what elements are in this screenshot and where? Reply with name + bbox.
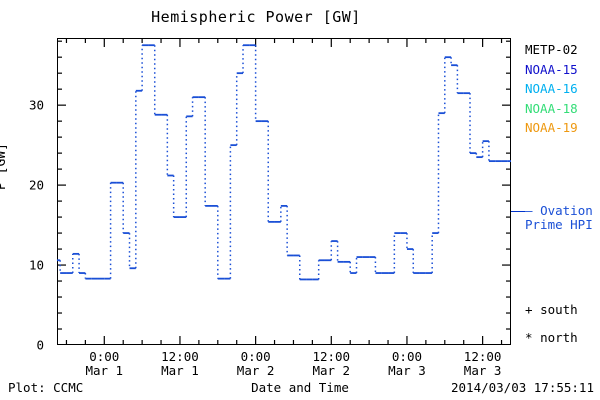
data-trace-ovation-prime-hpi bbox=[57, 44, 511, 281]
legend-marker-south: + south bbox=[525, 296, 600, 324]
ovation-line-sample bbox=[511, 211, 525, 212]
x-tick-time: 0:00 bbox=[240, 349, 271, 364]
x-axis-title: Date and Time bbox=[251, 380, 349, 395]
ovation-label-line1: Ovation bbox=[540, 203, 593, 218]
x-tick-time: 12:00 bbox=[463, 349, 502, 364]
legend-marker-north: * north bbox=[525, 324, 600, 352]
legend-entry-metp-02: METP-02 bbox=[525, 42, 578, 57]
x-axis-ticks bbox=[65, 38, 503, 345]
y-tick-label: 10 bbox=[28, 257, 44, 273]
ovation-label-line2: Prime HPI bbox=[525, 217, 593, 232]
y-tick-label: 0 bbox=[36, 337, 44, 353]
legend-entry-noaa-18: NOAA-18 bbox=[525, 100, 578, 116]
page-title: Hemispheric Power [GW] bbox=[151, 8, 361, 26]
x-tick-time: 12:00 bbox=[161, 349, 199, 364]
x-tick-label: 0:00 Mar 3 bbox=[362, 350, 452, 378]
legend-ovation-prime-hpi: — Ovation Prime HPI bbox=[525, 204, 600, 232]
x-tick-date: Mar 2 bbox=[312, 363, 351, 378]
x-tick-label: 12:00 Mar 1 bbox=[135, 350, 225, 378]
marker-symbol-south-icon: + bbox=[525, 302, 533, 317]
legend-hemisphere-markers: + south * north bbox=[525, 296, 600, 352]
x-tick-time: 12:00 bbox=[312, 349, 351, 364]
marker-label: north bbox=[540, 330, 578, 345]
x-tick-date: Mar 3 bbox=[388, 363, 426, 378]
marker-label: south bbox=[540, 302, 578, 317]
x-tick-time: 0:00 bbox=[89, 349, 120, 364]
legend-entry-noaa-15: NOAA-15 bbox=[525, 61, 578, 77]
x-tick-date: Mar 1 bbox=[161, 363, 199, 378]
legend-entry-noaa-19: NOAA-19 bbox=[525, 120, 578, 135]
x-tick-label: 12:00 Mar 2 bbox=[286, 350, 376, 378]
marker-symbol-north-icon: * bbox=[525, 330, 533, 345]
footer-plot-source: Plot: CCMC bbox=[8, 380, 84, 395]
x-tick-time: 0:00 bbox=[391, 349, 422, 364]
plot-canvas bbox=[57, 38, 511, 345]
footer-timestamp: 2014/03/03 17:55:11 bbox=[451, 380, 594, 395]
y-axis-ticks bbox=[57, 40, 511, 345]
y-tick-label: 30 bbox=[28, 97, 44, 113]
x-tick-label: 12:00 Mar 3 bbox=[438, 350, 528, 378]
legend-entry-noaa-16: NOAA-16 bbox=[525, 81, 578, 96]
legend-satellites: METP-02 NOAA-15 NOAA-16 NOAA-18 NOAA-19 bbox=[525, 40, 600, 138]
ovation-dash: — bbox=[525, 203, 533, 218]
x-tick-date: Mar 2 bbox=[236, 363, 275, 378]
x-tick-date: Mar 1 bbox=[85, 363, 124, 378]
x-tick-label: 0:00 Mar 1 bbox=[59, 350, 149, 378]
y-tick-label: 20 bbox=[28, 177, 44, 193]
x-tick-label: 0:00 Mar 2 bbox=[211, 350, 301, 378]
x-tick-date: Mar 3 bbox=[463, 363, 502, 378]
plot-frame bbox=[57, 38, 511, 345]
